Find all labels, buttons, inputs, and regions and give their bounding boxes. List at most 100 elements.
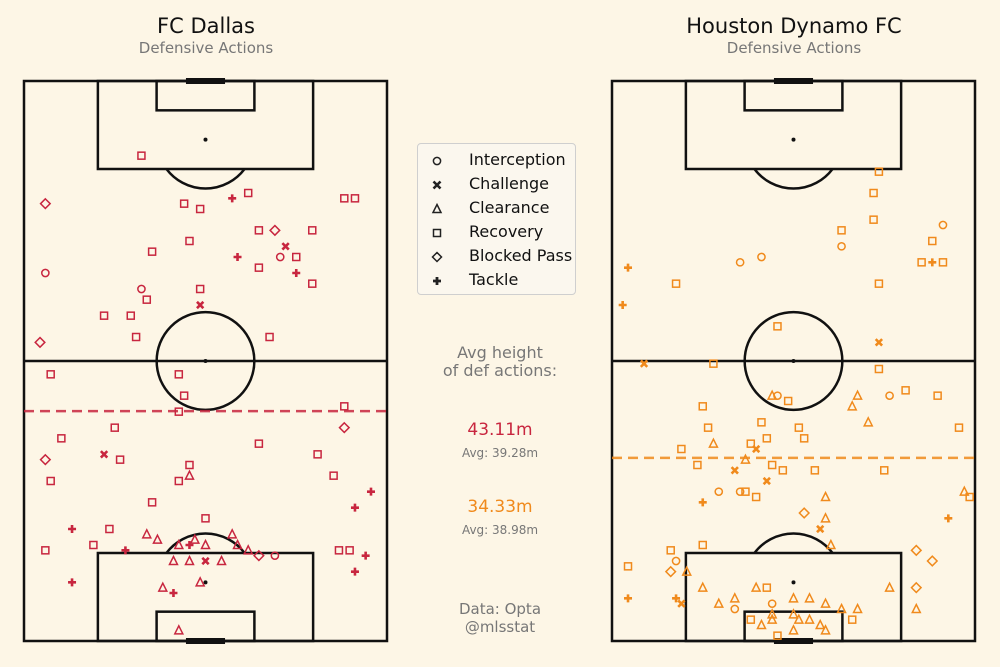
clearance-marker [820,624,831,635]
recovery-marker [308,226,317,235]
interception-marker [730,604,740,614]
right-team-title: Houston Dynamo FC [686,14,902,38]
interception-marker [735,257,745,267]
recovery-marker [799,434,809,443]
recovery-marker [773,631,782,640]
recovery-marker [762,434,772,443]
center-spot [203,359,208,363]
clearance-marker [852,602,863,614]
clearance-marker [793,613,805,624]
blocked-pass-marker [798,507,811,519]
clearance-marker [194,576,206,587]
recovery-marker [334,546,344,555]
clearance-marker [152,533,163,544]
penalty-spot-top [791,137,796,142]
tackle-marker [366,487,375,496]
recovery-marker [137,151,146,160]
clearance-marker [697,581,708,592]
square-icon [432,228,442,238]
tackle-marker [233,253,242,261]
recovery-marker [292,252,301,262]
left-pitch-chart [22,78,389,644]
tackle-marker [624,263,633,272]
recovery-marker [340,194,349,203]
tackle-marker [121,546,130,555]
legend-label: Clearance [469,198,550,217]
recovery-marker [308,279,317,288]
penalty-arc-top [753,168,834,190]
penalty-arc-bottom [165,532,246,554]
penalty-box-bottom [684,551,903,643]
blocked-pass-marker [926,555,939,567]
recovery-marker [928,236,937,246]
penalty-spot-bottom [203,580,208,585]
legend-label: Tackle [469,270,519,289]
challenge-marker [677,599,686,608]
clearance-marker [200,538,211,550]
recovery-marker [329,471,338,480]
tackle-marker [624,594,633,603]
interception-marker [757,252,766,262]
recovery-marker [46,476,55,486]
diamond-icon [431,251,443,263]
challenge-marker [201,556,210,566]
recovery-marker [869,215,878,224]
recovery-marker [874,364,884,374]
clearance-marker [766,608,778,619]
recovery-marker [126,311,136,320]
penalty-arc-top [165,168,246,190]
recovery-marker [783,396,793,406]
clearance-marker [788,624,799,635]
recovery-marker [105,524,114,534]
challenge-marker [762,476,771,486]
blocked-pass-marker [910,581,923,594]
recovery-marker [709,359,718,368]
tackle-marker [350,503,359,512]
clearance-marker [814,618,826,630]
blocked-pass-marker [253,549,265,562]
recovery-marker [623,562,633,571]
recovery-marker [746,439,756,448]
clearance-marker [168,554,179,566]
blocked-pass-marker [664,565,677,578]
interception-marker [837,241,846,251]
recovery-marker [837,226,846,235]
tackle-marker [361,551,370,560]
recovery-marker [917,258,926,267]
clearance-marker [750,581,762,592]
avg-height-title-line2: of def actions: [442,361,558,380]
recovery-marker [243,188,253,198]
clearance-marker [911,602,922,614]
recovery-marker [174,476,184,486]
recovery-marker [810,466,820,475]
clearance-marker [836,602,847,614]
recovery-marker [345,546,354,555]
clearance-marker [863,416,874,427]
clearance-marker [157,581,169,592]
tackle-marker [350,567,359,576]
recovery-marker [751,492,761,502]
clearance-marker [729,592,740,603]
legend-label: Interception [469,150,566,169]
recovery-marker [698,402,707,411]
recovery-marker [869,188,878,198]
challenge-marker [281,242,290,251]
recovery-marker [954,423,964,432]
left-avg-height-value: 43.11m [467,420,533,440]
challenge-marker [639,359,649,368]
recovery-marker [874,279,884,288]
recovery-marker [965,492,974,502]
recovery-marker [703,423,713,432]
clearance-marker [740,453,751,464]
interception-marker [275,252,285,262]
legend-label: Blocked Pass [469,246,573,265]
legend: Interception Challenge Clearance Recover… [417,143,576,295]
left-team-title: FC Dallas [157,14,255,38]
recovery-marker [254,263,264,272]
recovery-marker [767,460,777,470]
challenge-marker [874,338,884,347]
recovery-marker [195,284,205,294]
clearance-marker [766,613,778,624]
legend-label: Recovery [469,222,544,241]
clearance-marker [852,389,863,400]
